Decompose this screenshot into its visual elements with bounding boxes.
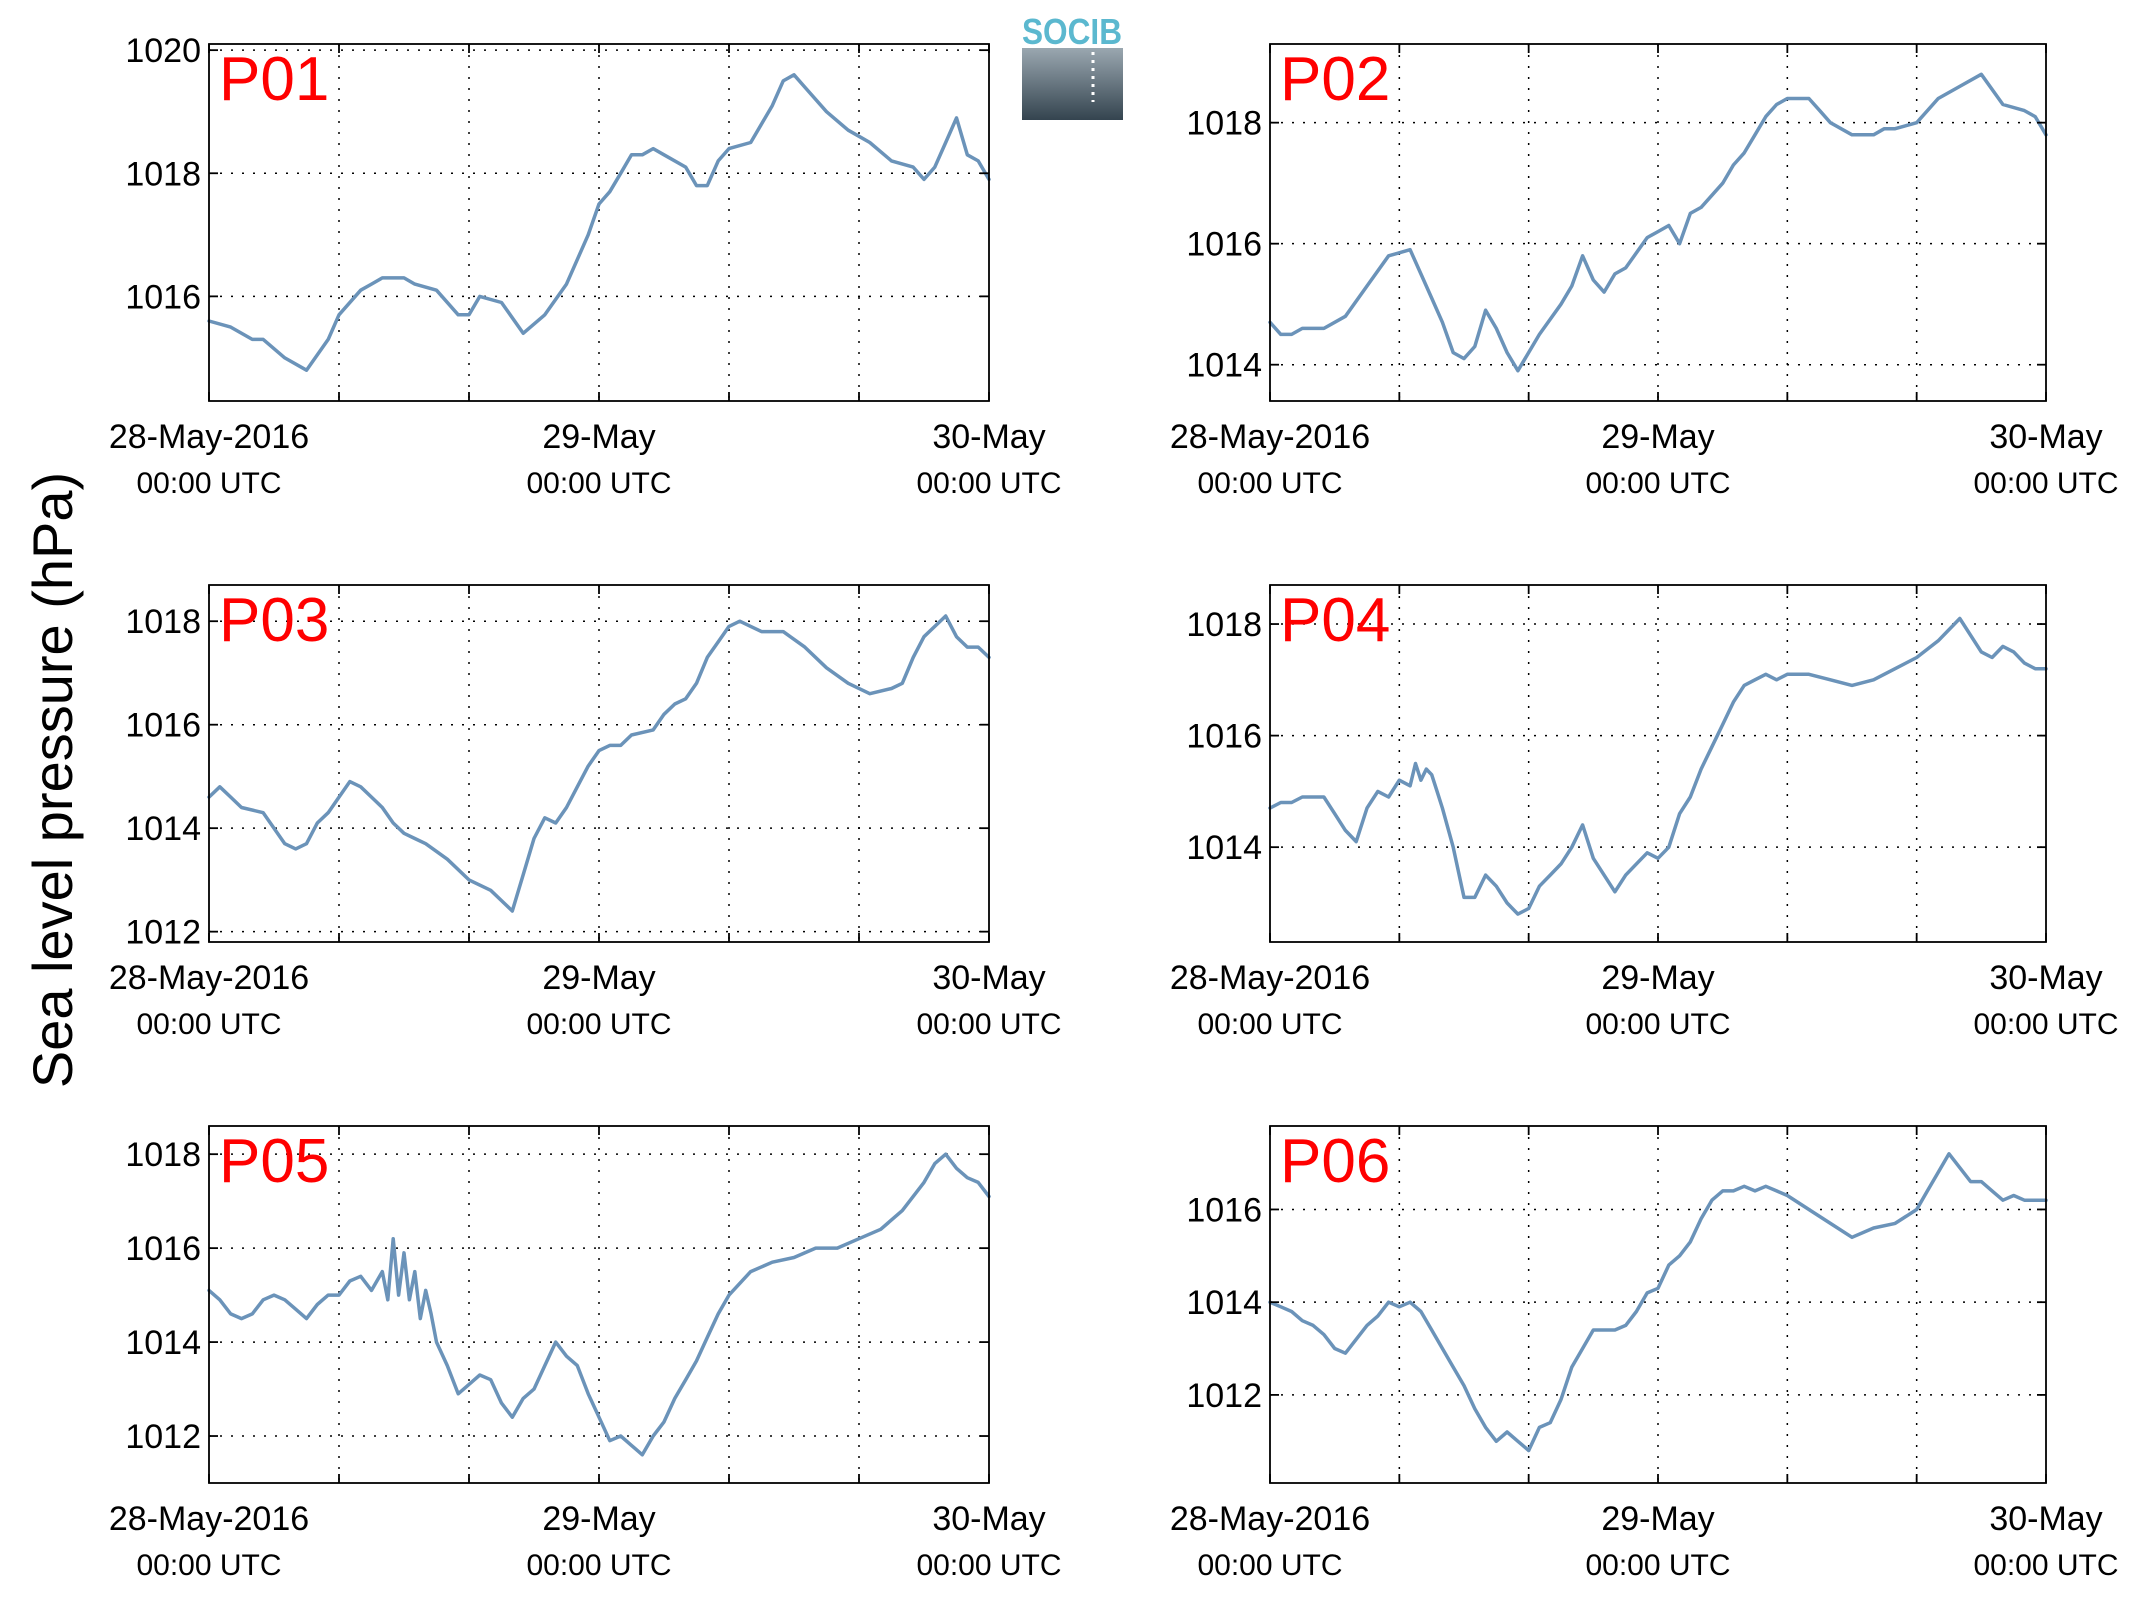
panel-label-P03: P03 bbox=[219, 586, 329, 655]
x-tick-date-label: 30-May bbox=[1989, 418, 2102, 456]
logo-text: SOCIB bbox=[1022, 11, 1122, 52]
x-tick-time-label: 00:00 UTC bbox=[1197, 1008, 1342, 1041]
x-tick-time-label: 00:00 UTC bbox=[1197, 1549, 1342, 1582]
x-tick-date-label: 29-May bbox=[1601, 418, 1714, 456]
panel-4: 1014 1016 1018 28-May-2016 00:00 UTC 29-May 00… bbox=[1170, 584, 2119, 1041]
series-line-P01 bbox=[207, 73, 991, 372]
y-tick-label: 1018 bbox=[125, 603, 201, 641]
x-tick-date-label: 29-May bbox=[542, 1500, 655, 1538]
series-line-P04 bbox=[1268, 616, 2048, 916]
x-tick-time-label: 00:00 UTC bbox=[526, 1008, 671, 1041]
y-tick-label: 1014 bbox=[1186, 347, 1262, 385]
x-tick-date-label: 29-May bbox=[1601, 959, 1714, 997]
panel-3: 1012 1014 1016 1018 28-May-2016 00:00 UTC 29-M… bbox=[109, 584, 1062, 1041]
y-axis-label: Sea level pressure (hPa) bbox=[21, 472, 84, 1088]
x-tick-date-label: 29-May bbox=[1601, 1500, 1714, 1538]
y-tick-label: 1012 bbox=[125, 1418, 201, 1456]
y-tick-label: 1016 bbox=[125, 1230, 201, 1268]
y-tick-label: 1020 bbox=[125, 32, 201, 70]
y-tick-label: 1018 bbox=[125, 155, 201, 193]
series-line-P02 bbox=[1268, 72, 2048, 373]
y-tick-label: 1016 bbox=[1186, 1191, 1262, 1229]
x-tick-date-label: 28-May-2016 bbox=[1170, 1500, 1370, 1538]
panel-6: 1012 1014 1016 28-May-2016 00:00 UTC 29-May 00… bbox=[1170, 1125, 2119, 1582]
y-tick-label: 1018 bbox=[1186, 606, 1262, 644]
x-tick-time-label: 00:00 UTC bbox=[136, 467, 281, 500]
y-tick-label: 1018 bbox=[125, 1136, 201, 1174]
x-tick-time-label: 00:00 UTC bbox=[1585, 1008, 1730, 1041]
y-tick-label: 1012 bbox=[1186, 1377, 1262, 1415]
x-tick-time-label: 00:00 UTC bbox=[1585, 1549, 1730, 1582]
panel-label-P01: P01 bbox=[219, 45, 329, 114]
x-tick-time-label: 00:00 UTC bbox=[916, 1008, 1061, 1041]
x-tick-date-label: 30-May bbox=[1989, 959, 2102, 997]
panel-5: 1012 1014 1016 1018 28-May-2016 00:00 UTC 29-M… bbox=[109, 1125, 1062, 1582]
panel-label-P06: P06 bbox=[1280, 1127, 1390, 1196]
panels: 1016 1018 1020 28-May-2016 00:00 UTC 29-May 00… bbox=[109, 32, 2119, 1582]
x-tick-date-label: 30-May bbox=[1989, 1500, 2102, 1538]
x-tick-date-label: 30-May bbox=[932, 1500, 1045, 1538]
y-tick-label: 1014 bbox=[1186, 1284, 1262, 1322]
y-tick-label: 1014 bbox=[125, 1324, 201, 1362]
panel-label-P02: P02 bbox=[1280, 45, 1390, 114]
panel-1: 1016 1018 1020 28-May-2016 00:00 UTC 29-May 00… bbox=[109, 32, 1062, 500]
x-tick-time-label: 00:00 UTC bbox=[526, 467, 671, 500]
x-tick-time-label: 00:00 UTC bbox=[916, 1549, 1061, 1582]
panel-2: 1014 1016 1018 28-May-2016 00:00 UTC 29-May 00… bbox=[1170, 43, 2119, 500]
y-tick-label: 1014 bbox=[1186, 829, 1262, 867]
y-tick-label: 1016 bbox=[125, 707, 201, 745]
y-tick-label: 1016 bbox=[125, 278, 201, 316]
panel-label-P05: P05 bbox=[219, 1127, 329, 1196]
panel-label-P04: P04 bbox=[1280, 586, 1390, 655]
x-tick-date-label: 28-May-2016 bbox=[109, 418, 309, 456]
series-line-P05 bbox=[207, 1152, 991, 1457]
x-tick-time-label: 00:00 UTC bbox=[1973, 1008, 2118, 1041]
series-line-P03 bbox=[207, 614, 991, 913]
x-tick-date-label: 28-May-2016 bbox=[109, 1500, 309, 1538]
x-tick-date-label: 30-May bbox=[932, 418, 1045, 456]
x-tick-date-label: 30-May bbox=[932, 959, 1045, 997]
x-tick-time-label: 00:00 UTC bbox=[526, 1549, 671, 1582]
y-tick-label: 1016 bbox=[1186, 718, 1262, 756]
socib-logo: SOCIB bbox=[1022, 11, 1123, 120]
x-tick-date-label: 29-May bbox=[542, 418, 655, 456]
series-line-P06 bbox=[1268, 1152, 2048, 1453]
x-tick-date-label: 28-May-2016 bbox=[1170, 418, 1370, 456]
y-tick-label: 1018 bbox=[1186, 105, 1262, 143]
logo-mark bbox=[1022, 48, 1123, 120]
x-tick-date-label: 28-May-2016 bbox=[1170, 959, 1370, 997]
y-tick-label: 1012 bbox=[125, 914, 201, 952]
y-tick-label: 1016 bbox=[1186, 226, 1262, 264]
x-tick-time-label: 00:00 UTC bbox=[1973, 1549, 2118, 1582]
x-tick-time-label: 00:00 UTC bbox=[136, 1549, 281, 1582]
y-tick-label: 1014 bbox=[125, 810, 201, 848]
x-tick-time-label: 00:00 UTC bbox=[1973, 467, 2118, 500]
x-tick-date-label: 29-May bbox=[542, 959, 655, 997]
x-tick-time-label: 00:00 UTC bbox=[1585, 467, 1730, 500]
x-tick-time-label: 00:00 UTC bbox=[1197, 467, 1342, 500]
x-tick-date-label: 28-May-2016 bbox=[109, 959, 309, 997]
x-tick-time-label: 00:00 UTC bbox=[136, 1008, 281, 1041]
x-tick-time-label: 00:00 UTC bbox=[916, 467, 1061, 500]
